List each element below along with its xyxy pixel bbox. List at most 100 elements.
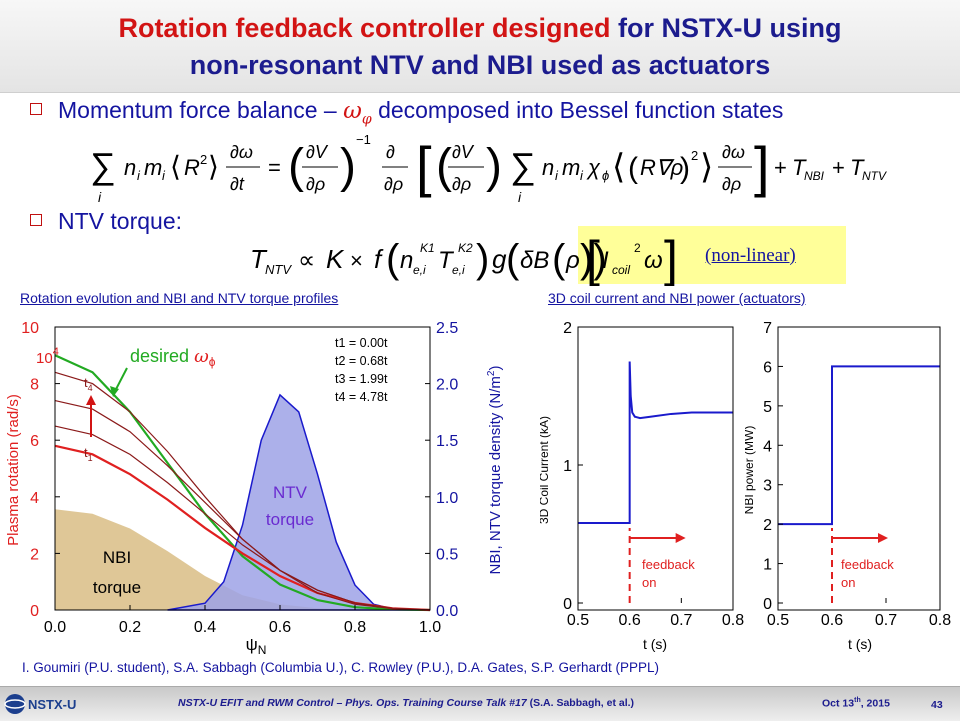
svg-text:(: ( <box>436 140 452 193</box>
rotation-torque-chart: 0.0 0.2 0.4 0.6 0.8 1.0 0 2 4 6 8 10 0.0 0.5 1.0 1.5 2… <box>5 320 504 657</box>
svg-text:i: i <box>137 168 141 183</box>
svg-text:NTV: NTV <box>265 262 292 277</box>
y-tick-label: 8 <box>30 377 39 394</box>
y-tick-label: 0 <box>30 603 39 620</box>
series-line-t4 <box>54 371 431 611</box>
svg-text:2: 2 <box>634 241 641 255</box>
svg-text:n: n <box>542 155 554 180</box>
x-axis-label: ψN <box>246 635 267 657</box>
y-tick-label: 7 <box>763 320 772 337</box>
svg-text:+: + <box>832 155 845 180</box>
svg-text:i: i <box>518 189 522 205</box>
feedback-arrowhead-icon <box>675 533 686 543</box>
feedback-arrowhead-icon <box>878 533 888 543</box>
svg-text:i: i <box>580 168 584 183</box>
svg-text:+: + <box>774 155 787 180</box>
y2-axis-label-text: NBI, NTV torque density (N/m <box>487 376 504 574</box>
nbi-torque-area <box>55 509 430 610</box>
y2-tick-label: 2.5 <box>436 320 458 337</box>
svg-text:K: K <box>326 244 345 274</box>
desired-label: desired ωϕ <box>130 346 216 369</box>
omega-phi-symbol: ωφ <box>343 98 372 128</box>
svg-text:(: ( <box>552 237 566 281</box>
y-tick-label: 5 <box>763 399 772 416</box>
svg-text:×: × <box>350 248 363 273</box>
nbi-label-2: torque <box>93 578 141 597</box>
nbi-feedback-label-2: on <box>841 575 855 590</box>
y-tick-label: 1 <box>763 557 772 574</box>
svg-text:⟩: ⟩ <box>700 148 713 186</box>
svg-text:∂: ∂ <box>386 142 395 162</box>
svg-text:[: [ <box>586 231 600 286</box>
time-legend-entry: t3 = 1.99t <box>335 372 388 386</box>
y-tick-label: 2 <box>563 320 572 337</box>
svg-text:δB: δB <box>520 247 549 274</box>
y-tick-label: 3 <box>763 478 772 495</box>
footer-authors: (S.A. Sabbagh, et al.) <box>529 697 635 709</box>
coil-feedback-marker <box>628 528 686 603</box>
svg-text:[: [ <box>416 135 432 198</box>
y2-tick-label: 0.5 <box>436 546 458 563</box>
title-line-2: non-resonant NTV and NBI used as actuato… <box>189 50 771 80</box>
svg-text:]: ] <box>754 135 770 198</box>
svg-text:i: i <box>555 168 559 183</box>
svg-text:m: m <box>562 155 580 180</box>
svg-text:∂ρ: ∂ρ <box>452 174 471 194</box>
coil-current-chart: 0.5 0.6 0.7 0.8 0 1 2 3D Coil Current (kA) t … <box>540 320 744 652</box>
nbi-feedback-label-1: feedback <box>841 557 894 572</box>
logo-text: NSTX-U <box>28 697 76 712</box>
nonlinear-highlight <box>578 226 846 284</box>
x-tick-label: 0.0 <box>44 619 66 636</box>
svg-text:]: ] <box>664 231 678 286</box>
coil-y-axis-label: 3D Coil Current (kA) <box>540 416 551 524</box>
bullet-square-icon <box>30 213 42 226</box>
svg-text:): ) <box>476 237 489 281</box>
svg-text:∂ω: ∂ω <box>230 142 253 162</box>
nbi-y-axis-label: NBI power (MW) <box>745 426 756 515</box>
svg-text:T: T <box>438 247 455 274</box>
bullet1-pre: Momentum force balance – <box>58 97 337 123</box>
svg-text:⟨: ⟨ <box>612 148 625 186</box>
svg-text:K1: K1 <box>420 241 435 255</box>
svg-text:): ) <box>680 152 690 185</box>
svg-text:f: f <box>374 244 384 274</box>
svg-text:ϕ: ϕ <box>602 168 609 183</box>
svg-text:coil: coil <box>612 263 630 277</box>
x-tick-label: 0.8 <box>344 619 366 636</box>
ntv-label-1: NTV <box>273 483 308 502</box>
slide-title: Rotation feedback controller designed fo… <box>0 10 960 84</box>
y2-tick-label: 2.0 <box>436 377 458 394</box>
svg-text:I: I <box>602 247 609 274</box>
svg-text:∂ω: ∂ω <box>722 142 745 162</box>
y-tick-label: 6 <box>763 359 772 376</box>
nonlinear-label: (non-linear) <box>705 245 796 266</box>
x-tick-label: 0.6 <box>821 612 843 629</box>
footer-talk: NSTX-U EFIT and RWM Control – Phys. Ops.… <box>178 697 634 709</box>
svg-text:∝: ∝ <box>298 247 315 274</box>
bullet-ntv: NTV torque: <box>30 208 182 235</box>
ntv-label-2: torque <box>266 510 314 529</box>
svg-text:=: = <box>268 155 281 180</box>
x-tick-label: 0.7 <box>875 612 897 629</box>
svg-text:NTV: NTV <box>862 169 887 183</box>
x-tick-label: 1.0 <box>419 619 441 636</box>
y-tick-label: 4 <box>763 438 772 455</box>
y-tick-label: 0 <box>763 596 772 613</box>
coil-plot-frame <box>577 326 734 611</box>
t4-label: t4 <box>84 375 93 393</box>
y2-tick-label: 1.5 <box>436 433 458 450</box>
x-tick-label: 0.8 <box>722 612 744 629</box>
svg-text:i: i <box>98 189 102 205</box>
y-tick-label: 2 <box>30 546 39 563</box>
svg-text:m: m <box>144 155 162 180</box>
svg-text:∂ρ: ∂ρ <box>384 174 403 194</box>
x-tick-label: 0.5 <box>567 612 589 629</box>
svg-text:n: n <box>124 155 136 180</box>
y-tick-label: 1 <box>563 458 572 475</box>
coil-feedback-label-2: on <box>642 575 656 590</box>
bullet-square-icon <box>30 102 42 115</box>
footer-talk-title: NSTX-U EFIT and RWM Control – Phys. Ops.… <box>178 697 527 709</box>
nbi-feedback-marker <box>831 528 888 603</box>
